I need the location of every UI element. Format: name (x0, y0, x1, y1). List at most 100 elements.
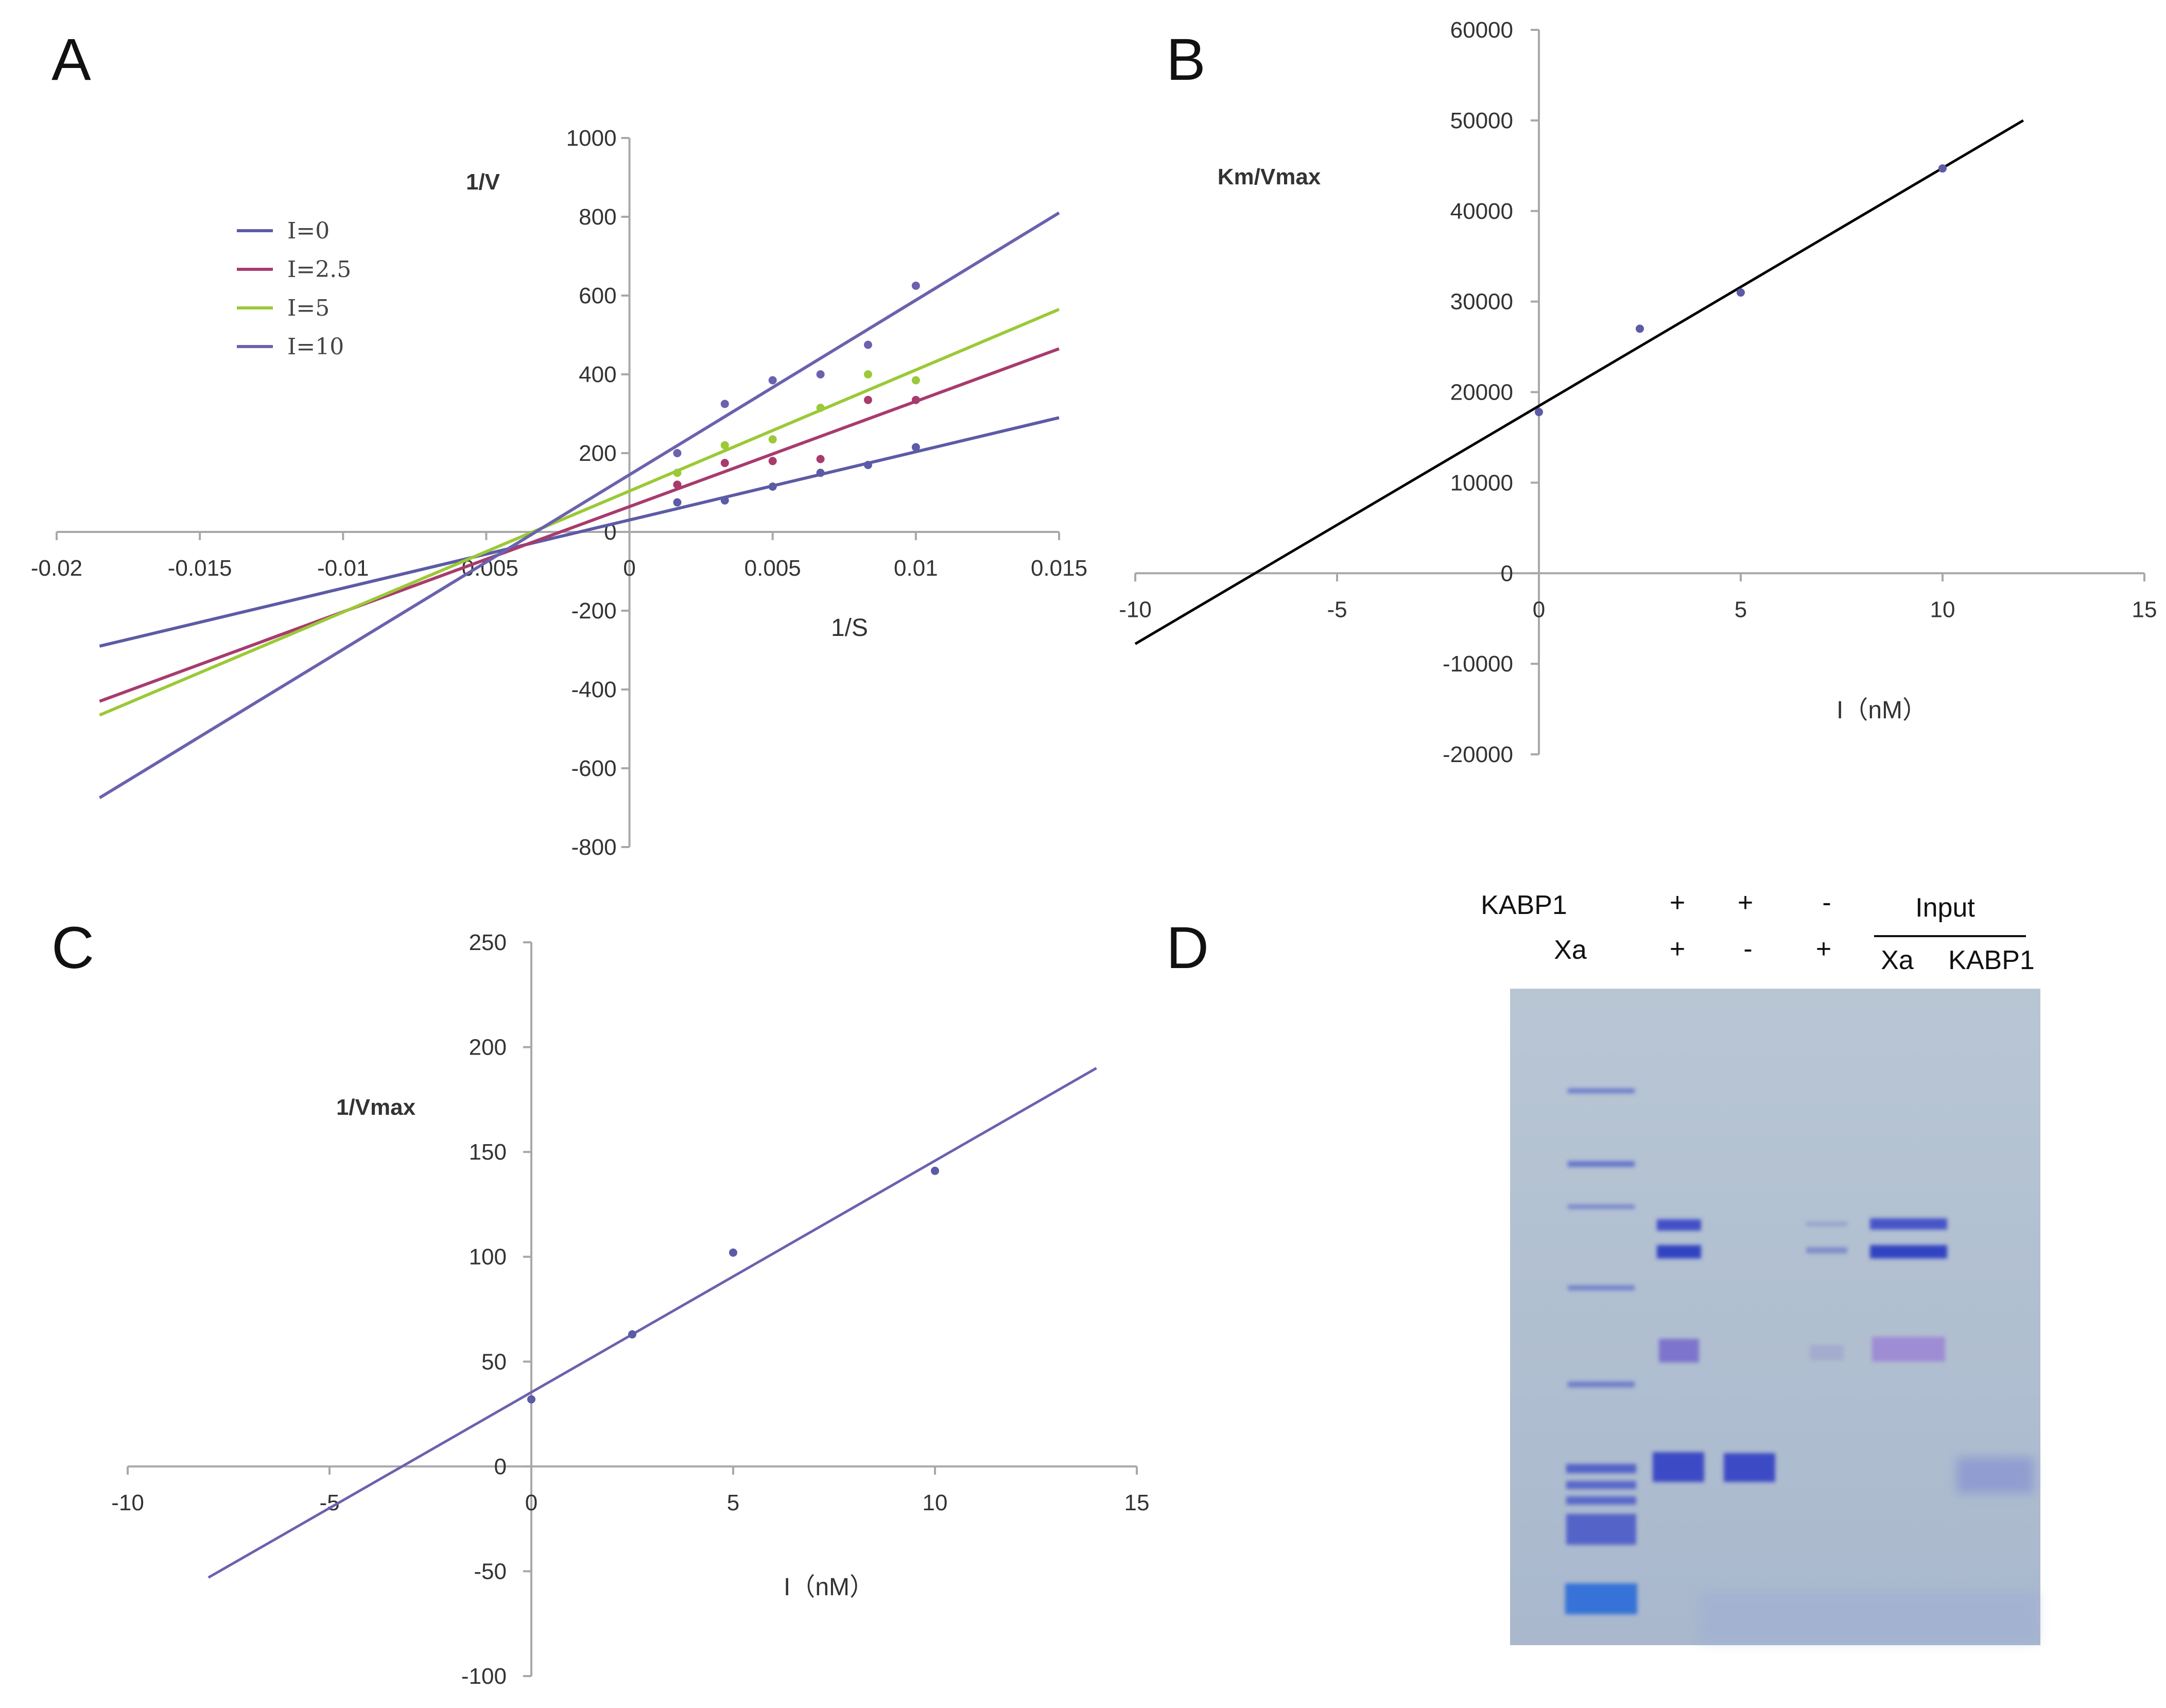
gel-band (1657, 1219, 1701, 1231)
data-point (768, 457, 777, 465)
data-point (816, 469, 825, 477)
gel-sign-xa-lane1: + (1670, 934, 1685, 964)
data-point (931, 1166, 939, 1175)
y-tick-label: 600 (579, 283, 616, 308)
x-tick-label: -10 (111, 1490, 144, 1515)
gel-lane-2 (1724, 1453, 1775, 1482)
x-tick-label: 0.015 (1031, 556, 1087, 581)
y-axis-title: Km/Vmax (1218, 164, 1321, 189)
data-point (720, 400, 729, 408)
y-tick-label: 10000 (1450, 470, 1513, 495)
gel-band (1657, 1245, 1701, 1258)
marker-band (1566, 1514, 1636, 1545)
gel-band (1653, 1452, 1704, 1482)
legend-label: I=5 (287, 295, 330, 321)
gel-band (1870, 1245, 1947, 1258)
y-tick-label: 40000 (1450, 199, 1513, 224)
fit-line-1/Vmax (207, 1067, 1097, 1579)
y-tick-label: 1000 (566, 126, 617, 151)
data-point (863, 460, 872, 469)
data-point (673, 498, 682, 507)
gel-dye-front (1699, 1591, 2039, 1643)
gel-band (1806, 1247, 1847, 1253)
marker-band (1568, 1161, 1635, 1167)
y-tick-label: 800 (579, 204, 616, 230)
x-tick-label: 0 (1533, 597, 1545, 622)
data-point (628, 1330, 636, 1339)
gel-sign-xa-lane3: + (1816, 934, 1831, 964)
gel-band (1724, 1453, 1775, 1482)
y-tick-label: -400 (571, 677, 616, 702)
gel-band (1810, 1345, 1844, 1360)
fit-line-I=2.5 (99, 347, 1060, 703)
x-tick-label: 15 (2132, 597, 2157, 622)
data-point (816, 455, 825, 463)
gel-sign-kabp1-lane3: - (1822, 888, 1831, 918)
marker-band (1566, 1464, 1636, 1473)
gel-band (1806, 1221, 1847, 1227)
x-tick-label: -0.02 (31, 556, 82, 581)
data-point (720, 441, 729, 450)
data-point (527, 1395, 535, 1404)
data-point (720, 496, 729, 505)
gel-lane-input-xa (1870, 1218, 1947, 1361)
y-tick-label: -200 (571, 598, 616, 624)
data-point (720, 459, 729, 468)
gel-lane-3 (1806, 1221, 1847, 1360)
x-tick-label: 15 (1124, 1490, 1150, 1515)
chart-b-km-vmax: -10 -5 0 5 10 15 60000 50000 40000 30000 20000 1000… (1119, 18, 2157, 767)
y-tick-label: 150 (469, 1140, 507, 1165)
y-tick-label: 400 (579, 362, 616, 387)
y-tick-label: 60000 (1450, 18, 1513, 43)
fit-line-I=10 (98, 211, 1060, 799)
y-tick-label: 0 (494, 1454, 507, 1479)
y-tick-label: -20000 (1443, 742, 1513, 767)
gel-sign-xa-lane2: - (1743, 934, 1752, 964)
y-tick-label: 30000 (1450, 289, 1513, 315)
y-tick-label: 100 (469, 1245, 507, 1270)
gel-input-lane-xa: Xa (1881, 945, 1914, 975)
x-tick-label: 0 (623, 556, 635, 581)
fit-line-I=0 (99, 416, 1060, 648)
data-point (768, 482, 777, 491)
data-point (673, 449, 682, 457)
gel-sign-kabp1-lane2: + (1738, 888, 1753, 918)
data-point (673, 480, 682, 489)
x-axis-title: I（nM） (1836, 697, 1927, 724)
gel-row-label-xa: Xa (1554, 935, 1587, 965)
x-tick-label: -0.01 (317, 556, 369, 581)
marker-band (1568, 1285, 1635, 1290)
y-axis-title: 1/V (466, 169, 500, 195)
x-tick-label: 10 (923, 1490, 948, 1515)
x-tick-label: -10 (1119, 597, 1152, 622)
gel-lane-input-kabp1 (1956, 1457, 2034, 1493)
x-axis-title: I（nM） (784, 1574, 874, 1601)
y-tick-label: 20000 (1450, 380, 1513, 405)
fit-line-I=5 (99, 308, 1060, 717)
gel-band (1659, 1339, 1699, 1362)
data-point (673, 469, 682, 477)
gel-row-label-kabp1: KABP1 (1481, 890, 1567, 920)
marker-band (1568, 1089, 1635, 1093)
x-tick-label: 0.005 (744, 556, 801, 581)
marker-band (1566, 1496, 1636, 1505)
panel-letter-c: C (51, 915, 94, 981)
panel-letter-d: D (1166, 915, 1209, 981)
y-tick-label: 0 (1501, 561, 1513, 586)
marker-band (1565, 1583, 1637, 1614)
x-tick-label: -5 (1327, 597, 1347, 622)
gel-band (1872, 1337, 1945, 1361)
data-point (911, 395, 920, 404)
y-tick-label: 50000 (1450, 108, 1513, 133)
y-tick-label: -50 (474, 1559, 507, 1584)
data-point (1737, 288, 1745, 297)
y-axis-title: 1/Vmax (336, 1095, 416, 1120)
gel-sign-kabp1-lane1: + (1670, 888, 1685, 918)
data-point (1535, 408, 1543, 417)
x-tick-label: 0 (525, 1490, 538, 1515)
y-tick-label: -800 (571, 835, 616, 860)
y-tick-label: 200 (469, 1035, 507, 1060)
gel-band (1956, 1457, 2034, 1493)
data-point (768, 435, 777, 444)
